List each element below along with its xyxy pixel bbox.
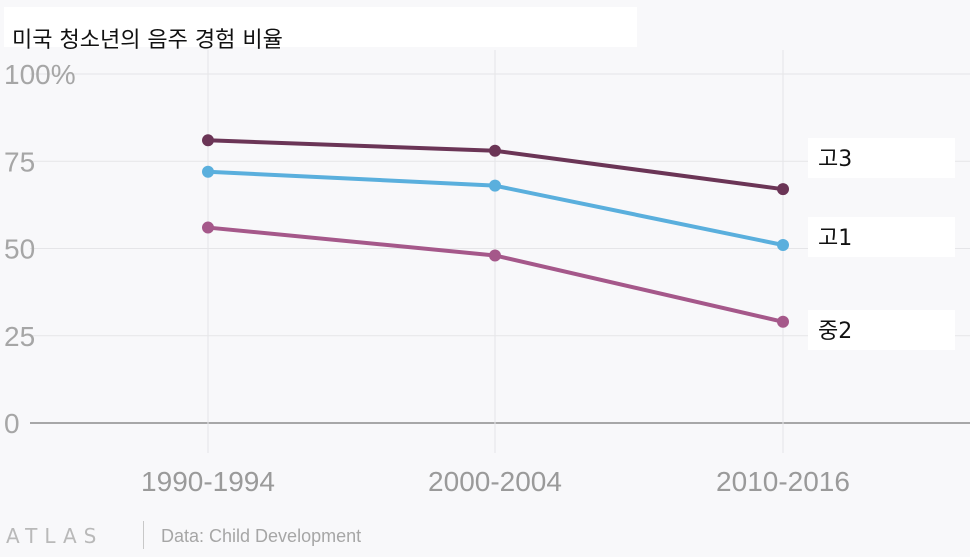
series-group [202, 134, 789, 328]
data-point [202, 134, 214, 147]
x-tick-label: 2010-2016 [716, 466, 850, 497]
y-axis-ticks: 0 25 50 75 100% [4, 59, 76, 439]
series-label: 중2 [818, 319, 852, 344]
y-tick-label: 100% [4, 59, 76, 90]
data-point [777, 315, 789, 328]
data-point [489, 144, 501, 157]
chart-title: 미국 청소년의 음주 경험 비율 [12, 28, 283, 53]
y-tick-label: 0 [4, 408, 20, 439]
x-tick-label: 2000-2004 [428, 466, 562, 497]
series-label-box [808, 310, 955, 350]
y-tick-label: 75 [4, 146, 35, 177]
footer-divider [143, 521, 144, 549]
title-box: 미국 청소년의 음주 경험 비율 [4, 7, 637, 53]
series-label: 고1 [818, 226, 852, 251]
data-point [777, 183, 789, 196]
data-point [777, 239, 789, 252]
series-label-box [808, 138, 955, 178]
data-source: Data: Child Development [161, 526, 362, 546]
series-label: 고3 [818, 147, 852, 172]
atlas-logo: ATLAS [6, 524, 104, 548]
series-labels: 고3 고1 중2 [808, 138, 955, 350]
x-tick-label: 1990-1994 [141, 466, 275, 497]
data-point [489, 179, 501, 192]
y-tick-label: 50 [4, 234, 35, 265]
series-label-box [808, 217, 955, 257]
x-axis-ticks: 1990-1994 2000-2004 2010-2016 [141, 466, 850, 497]
data-point [489, 249, 501, 262]
data-point [202, 165, 214, 178]
data-point [202, 221, 214, 234]
y-tick-label: 25 [4, 321, 35, 352]
